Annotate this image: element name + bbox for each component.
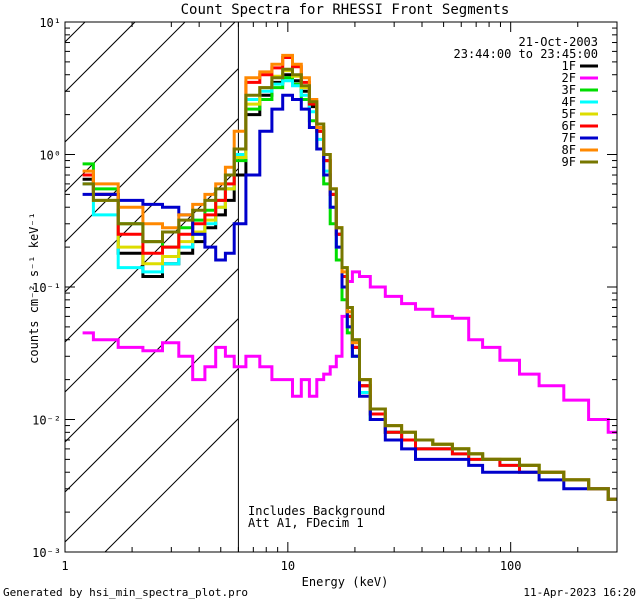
x-tick-label: 10	[281, 559, 295, 573]
hatch-line	[65, 267, 239, 443]
observation-date: 21-Oct-2003	[519, 35, 598, 49]
chart-title: Count Spectra for RHESSI Front Segments	[181, 2, 510, 18]
legend-label-3f: 3F	[562, 83, 576, 97]
y-tick-label: 10⁻²	[32, 414, 61, 428]
y-tick-label: 10⁻³	[32, 546, 61, 560]
annotation-background: Includes Background	[248, 504, 385, 518]
legend-label-5f: 5F	[562, 107, 576, 121]
hatch-line	[104, 417, 239, 552]
hatch-line	[65, 317, 239, 493]
legend-label-4f: 4F	[562, 95, 576, 109]
annotation-attenuator: Att A1, FDecim 1	[248, 516, 364, 530]
series-1f-line	[82, 73, 617, 501]
legend-label-6f: 6F	[562, 119, 576, 133]
series-6f-line	[82, 56, 617, 501]
hatch-line	[65, 367, 239, 543]
series-lines	[82, 53, 617, 501]
series-9f-line	[82, 67, 617, 501]
hatch-line	[65, 217, 239, 393]
hatch-line	[65, 67, 239, 243]
y-tick-label: 10⁻¹	[32, 281, 61, 295]
series-5f-line	[82, 69, 617, 501]
series-2f-line	[82, 270, 617, 434]
legend-label-1f: 1F	[562, 59, 576, 73]
x-axis-label: Energy (keV)	[302, 575, 389, 589]
x-tick-label: 1	[61, 559, 68, 573]
legend-label-8f: 8F	[562, 143, 576, 157]
observation-time-range: 23:44:00 to 23:45:00	[454, 47, 599, 61]
y-tick-label: 10⁰	[39, 149, 61, 163]
legend-label-2f: 2F	[562, 71, 576, 85]
series-7f-line	[82, 93, 617, 501]
y-tick-label: 10¹	[39, 16, 61, 30]
y-axis-label: counts cm⁻² s⁻¹ keV⁻¹	[27, 212, 41, 364]
legend-label-9f: 9F	[562, 155, 576, 169]
axis-ticks: 1 10 100 10⁻³ 10⁻² 10⁻¹ 10⁰ 10¹	[32, 16, 618, 573]
legend-label-7f: 7F	[562, 131, 576, 145]
series-3f-line	[82, 76, 617, 501]
footer-generated-by: Generated by hsi_min_spectra_plot.pro	[3, 586, 248, 599]
hatch-line	[65, 22, 186, 143]
footer-timestamp: 11-Apr-2023 16:20	[523, 586, 636, 599]
hatch-line	[65, 167, 239, 343]
hatch-line	[65, 117, 239, 293]
hatch-line	[65, 22, 236, 193]
x-tick-label: 100	[500, 559, 522, 573]
